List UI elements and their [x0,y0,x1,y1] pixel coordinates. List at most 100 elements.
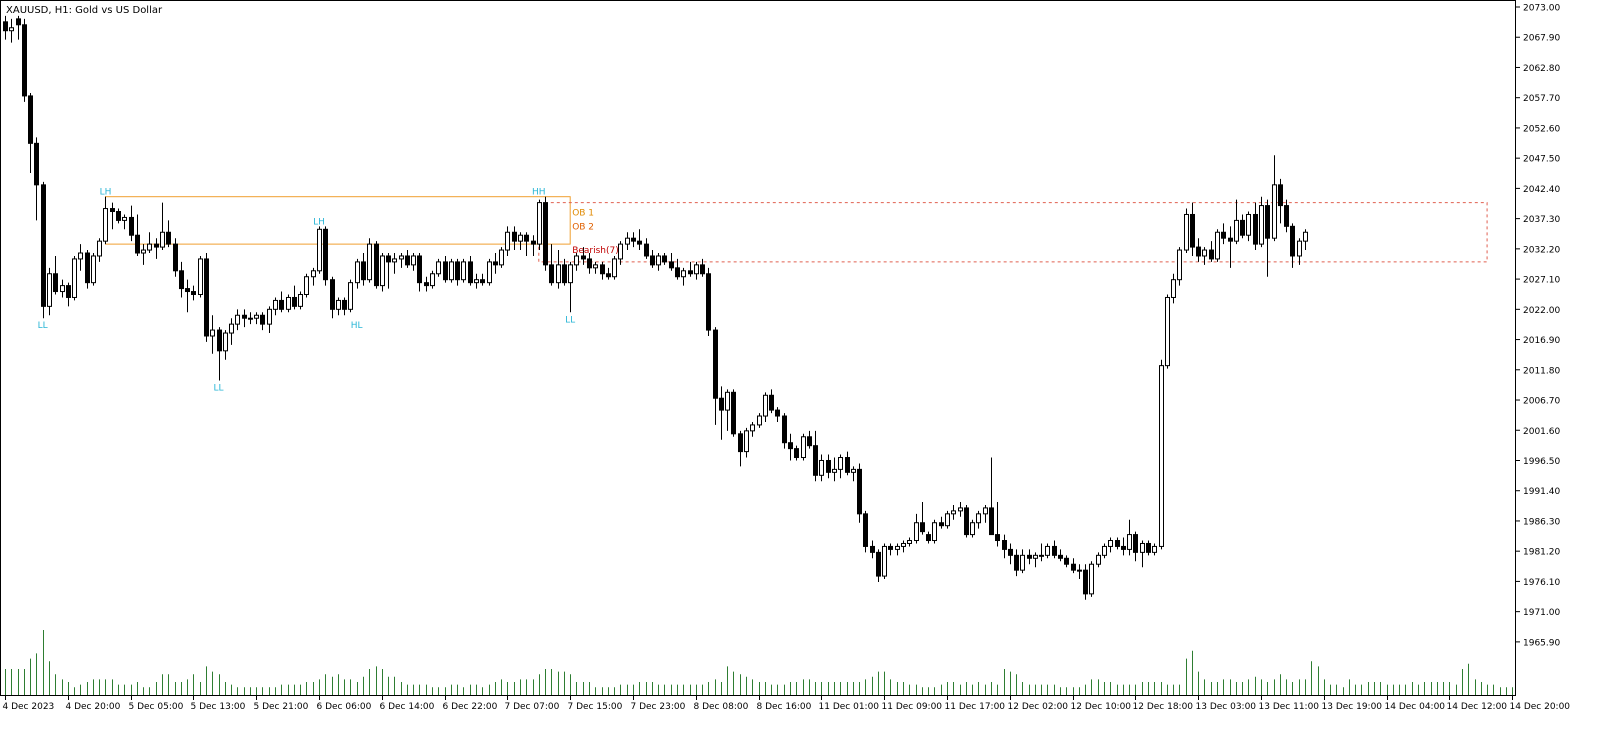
candle-body [1196,246,1201,257]
candle-body [411,255,416,266]
x-tick-label: 4 Dec 20:00 [66,702,121,712]
y-tick-label: 1965.90 [1523,638,1560,648]
candle-body [725,391,730,411]
candle-body [122,216,127,221]
candle-body [713,329,718,399]
structure-label: LL [565,315,575,325]
x-tick-label: 7 Dec 07:00 [505,702,560,712]
candle-body [901,542,906,547]
y-tick-label: 1991.40 [1523,487,1560,497]
candle-body [330,279,335,310]
x-tick-label: 6 Dec 22:00 [443,702,498,712]
candle-body [976,513,981,524]
candle-body [882,545,887,577]
candle-body [474,279,479,284]
candle-body [694,264,699,275]
plot-frame [0,0,1516,696]
candle-body [286,296,291,310]
candle-body [210,329,215,337]
annotation-layer: LH LL LL LH HL HH LL OB 1 OB 2 Bearish(7) [38,188,619,394]
candle-body [1071,563,1076,571]
candle-body [323,228,328,281]
candle-body [1002,540,1007,550]
candle-body [424,282,429,287]
candle-body [857,468,862,515]
candle-body [819,459,824,476]
x-tick-label: 13 Dec 03:00 [1196,702,1257,712]
candle-body [273,299,278,310]
candle-body [166,231,171,245]
candle-body [248,317,253,320]
candle-body [801,436,806,459]
candle-body [72,258,77,298]
candle-body [405,255,410,266]
candle-body [669,261,674,269]
candle-body [487,261,492,284]
candle-body [675,267,680,278]
candle-body [1228,237,1233,242]
candle-body [342,299,347,310]
candle-body [3,21,8,32]
candle-body [531,240,536,245]
candle-body [888,545,893,550]
y-tick-label: 2052.60 [1523,124,1560,134]
candle-body [311,270,316,278]
candle-body [989,507,994,536]
candle-body [417,255,422,284]
candle-body [1014,554,1019,571]
candle-body [430,273,435,287]
candle-body [581,255,586,260]
x-tick-label: 14 Dec 20:00 [1510,702,1571,712]
candle-body [731,391,736,435]
candle-body [1272,184,1277,239]
candle-body [204,258,209,337]
zone-label: OB 2 [572,222,594,232]
candle-body [750,424,755,432]
x-tick-label: 4 Dec 2023 [3,702,55,712]
x-tick-label: 12 Dec 02:00 [1008,702,1069,712]
candle-body [1297,240,1302,257]
candle-body [468,261,473,284]
candle-body [355,261,360,284]
candle-body [392,258,397,263]
candle-body [47,273,52,307]
candle-body [618,243,623,260]
candle-body [568,264,573,284]
chart-title: XAUUSD, H1: Gold vs US Dollar [6,5,163,16]
candle-body [53,273,58,293]
zone-label: OB 1 [572,209,594,219]
bearish-zone-box [538,202,1488,263]
x-tick-label: 14 Dec 12:00 [1447,702,1508,712]
candle-body [1020,554,1025,571]
volume-series [5,630,1513,695]
candle-body [1202,249,1207,257]
candle-body [1246,213,1251,236]
y-tick-label: 2027.10 [1523,276,1560,286]
candle-body [782,415,787,444]
candle-body [279,299,284,310]
candle-body [838,457,843,470]
candle-body [769,394,774,411]
candle-body [958,507,963,512]
candle-body [1209,249,1214,260]
candle-body [1259,205,1264,245]
x-tick-label: 12 Dec 10:00 [1071,702,1132,712]
x-axis: 4 Dec 2023 4 Dec 20:00 5 Dec 05:00 5 Dec 13… [3,696,1571,712]
candle-body [876,551,881,577]
candle-body [443,261,448,281]
candle-body [1083,569,1088,595]
structure-label: LH [100,188,112,198]
candle-body [499,249,504,266]
candle-body [907,540,912,544]
candle-body [518,234,523,242]
candle-body [41,184,46,307]
y-tick-label: 2042.40 [1523,185,1560,195]
candle-body [9,27,14,32]
candle-body [1133,534,1138,553]
candle-body [1253,213,1258,245]
x-tick-label: 11 Dec 01:00 [819,702,880,712]
candle-body [744,430,749,453]
